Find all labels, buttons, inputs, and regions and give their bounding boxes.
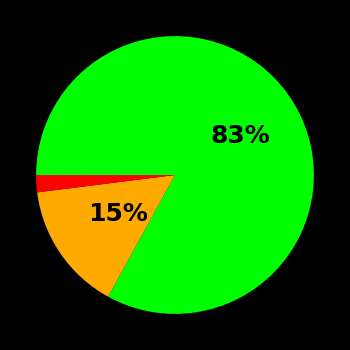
Wedge shape <box>36 175 175 192</box>
Text: 15%: 15% <box>88 202 147 226</box>
Wedge shape <box>36 36 314 314</box>
Wedge shape <box>37 175 175 297</box>
Text: 83%: 83% <box>211 124 271 148</box>
